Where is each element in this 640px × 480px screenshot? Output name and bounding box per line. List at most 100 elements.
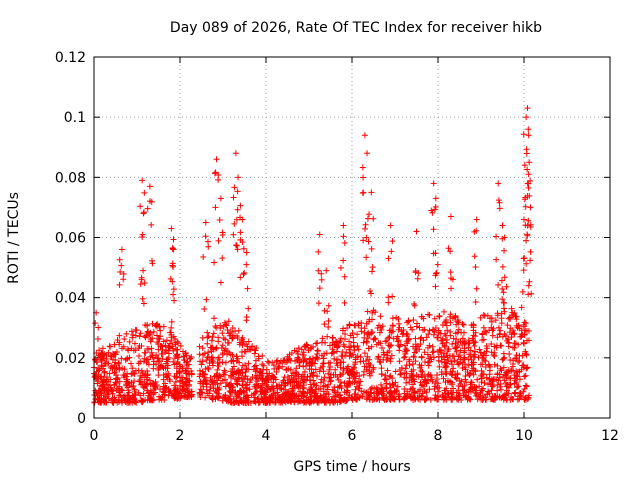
data-point <box>100 386 107 393</box>
data-point <box>407 324 414 331</box>
data-point <box>246 386 253 393</box>
data-point <box>137 358 144 365</box>
data-point <box>152 389 159 396</box>
data-point <box>475 354 482 361</box>
data-point <box>413 343 420 350</box>
data-point <box>351 395 358 402</box>
data-point <box>431 315 438 322</box>
data-point <box>359 189 366 196</box>
data-point <box>424 344 431 351</box>
data-point <box>259 370 266 377</box>
data-point <box>523 146 530 153</box>
data-point <box>314 348 321 355</box>
data-point <box>337 264 344 271</box>
data-point <box>137 392 144 399</box>
data-point <box>508 305 515 312</box>
data-point <box>126 338 133 345</box>
data-point <box>457 356 464 363</box>
data-point <box>162 380 169 387</box>
data-point <box>448 285 455 292</box>
data-point <box>447 269 454 276</box>
data-point <box>447 248 454 255</box>
data-point <box>495 197 502 204</box>
data-point <box>525 291 532 298</box>
data-point <box>406 356 413 363</box>
data-point <box>202 219 209 226</box>
data-point <box>272 392 279 399</box>
data-point <box>371 335 378 342</box>
data-point <box>233 353 240 360</box>
data-point <box>320 360 327 367</box>
data-point <box>525 327 532 334</box>
data-point <box>142 349 149 356</box>
data-point <box>389 322 396 329</box>
data-point <box>396 358 403 365</box>
data-point <box>465 356 472 363</box>
data-point <box>517 390 524 397</box>
data-point <box>114 375 121 382</box>
data-point <box>524 105 531 112</box>
x-axis-label: GPS time / hours <box>293 459 410 475</box>
data-point <box>392 368 399 375</box>
data-point <box>522 203 529 210</box>
data-point <box>505 339 512 346</box>
data-point <box>389 238 396 245</box>
data-point <box>502 371 509 378</box>
data-point <box>329 346 336 353</box>
data-point <box>321 307 328 314</box>
data-point <box>524 166 531 173</box>
data-point <box>168 329 175 336</box>
data-point <box>395 320 402 327</box>
tick-labels: 0 2 4 6 8 10 12 0 0.02 0.04 0.06 0.08 0.1 0.12 <box>55 50 619 444</box>
data-point <box>418 362 425 369</box>
data-point <box>237 236 244 243</box>
data-point <box>114 336 121 343</box>
data-point <box>276 394 283 401</box>
data-point <box>521 386 528 393</box>
data-point <box>396 367 403 374</box>
data-point <box>413 323 420 330</box>
data-point <box>486 367 493 374</box>
data-point <box>527 204 534 211</box>
data-point <box>273 358 280 365</box>
y-tick-label: 0.12 <box>55 50 86 66</box>
data-point <box>246 346 253 353</box>
data-point <box>293 365 300 372</box>
data-point <box>231 184 238 191</box>
data-point <box>129 365 136 372</box>
data-point <box>201 371 208 378</box>
data-point <box>240 271 247 278</box>
data-point <box>500 305 507 312</box>
data-point <box>214 366 221 373</box>
data-point <box>412 358 419 365</box>
data-point <box>131 392 138 399</box>
data-point <box>341 299 348 306</box>
data-point <box>506 329 513 336</box>
data-point <box>105 384 112 391</box>
data-point <box>243 393 250 400</box>
data-point <box>204 238 211 245</box>
data-point <box>489 327 496 334</box>
data-point <box>332 371 339 378</box>
data-point <box>410 316 417 323</box>
data-point <box>402 350 409 357</box>
data-point <box>469 335 476 342</box>
data-point <box>421 349 428 356</box>
data-point <box>337 335 344 342</box>
data-point <box>445 391 452 398</box>
data-point <box>201 306 208 313</box>
data-point <box>196 373 203 380</box>
data-point <box>428 207 435 214</box>
data-point <box>144 397 151 404</box>
data-point <box>183 385 190 392</box>
data-point <box>424 395 431 402</box>
data-point <box>216 372 223 379</box>
data-point <box>340 325 347 332</box>
data-point <box>305 396 312 403</box>
data-point <box>242 373 249 380</box>
data-point <box>204 340 211 347</box>
data-point <box>514 369 521 376</box>
data-point <box>99 353 106 360</box>
data-point <box>129 334 136 341</box>
